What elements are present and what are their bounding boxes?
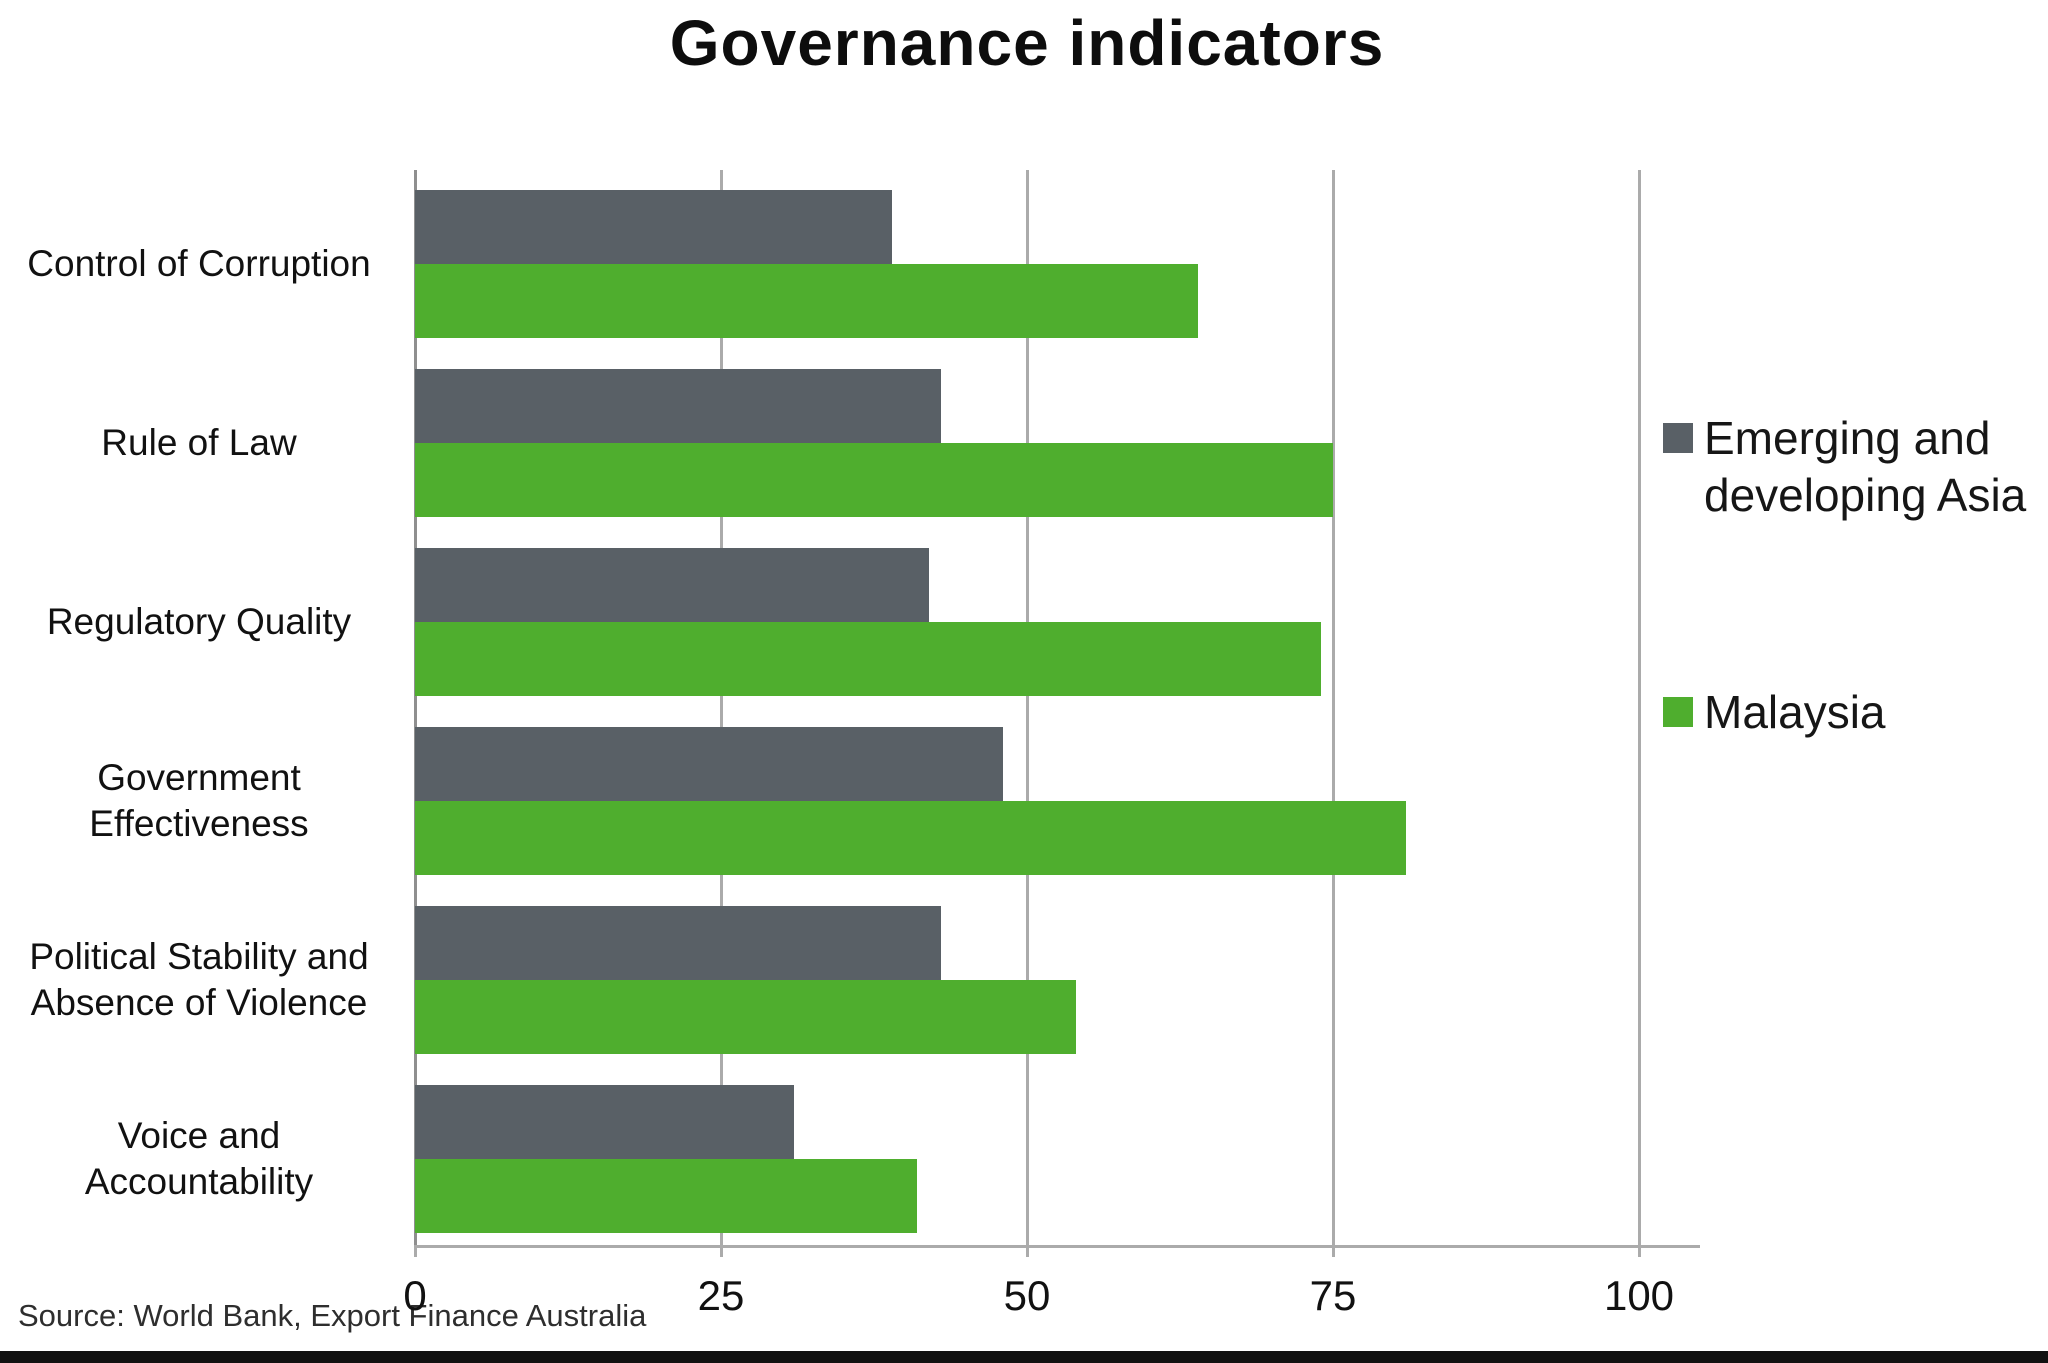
legend-label: Malaysia [1704,686,1886,738]
x-axis-tick [1638,1245,1641,1257]
bar-emerging-and-developing-asia-political-stability-and-absence-of-violence [415,906,942,980]
legend-swatch-icon [1663,697,1693,727]
bar-malaysia-regulatory-quality [415,622,1321,696]
chart-title: Governance indicators [669,7,1385,79]
category-label: Voice and Accountability [84,1115,314,1202]
bar-malaysia-voice-and-accountability [415,1159,917,1233]
bar-malaysia-government-effectiveness [415,801,1407,875]
gridline [1332,170,1335,1245]
x-axis-tick [1332,1245,1335,1257]
bar-emerging-and-developing-asia-government-effectiveness [415,727,1003,801]
gridline [1026,170,1029,1245]
bar-malaysia-political-stability-and-absence-of-violence [415,980,1076,1054]
category-label: Regulatory Quality [46,601,352,642]
bar-malaysia-control-of-corruption [415,264,1199,338]
category-label: Rule of Law [101,422,297,463]
bar-emerging-and-developing-asia-rule-of-law [415,369,942,443]
legend-label: Emerging and developing Asia [1704,412,2027,521]
x-axis-tick [1026,1245,1029,1257]
bar-emerging-and-developing-asia-voice-and-accountability [415,1085,795,1159]
gridline [1638,170,1641,1245]
y-axis-line [414,170,417,1245]
x-tick-label: 0 [403,1272,427,1319]
x-tick-label: 25 [697,1272,745,1319]
x-axis-tick [720,1245,723,1257]
x-tick-label: 50 [1003,1272,1051,1319]
x-tick-label: 100 [1603,1272,1675,1319]
x-tick-label: 75 [1309,1272,1357,1319]
legend-swatch-icon [1663,423,1693,453]
bar-emerging-and-developing-asia-control-of-corruption [415,190,893,264]
gridline [720,170,723,1245]
category-label: Government Effectiveness [89,757,309,844]
category-label: Control of Corruption [27,243,371,284]
bottom-edge-strip [0,1351,2048,1363]
source-note: Source: World Bank, Export Finance Austr… [18,1298,647,1333]
bar-malaysia-rule-of-law [415,443,1333,517]
bar-emerging-and-developing-asia-regulatory-quality [415,548,930,622]
x-axis-tick [414,1245,417,1257]
category-label: Political Stability and Absence of Viole… [29,936,369,1023]
x-axis-line [414,1245,1700,1248]
